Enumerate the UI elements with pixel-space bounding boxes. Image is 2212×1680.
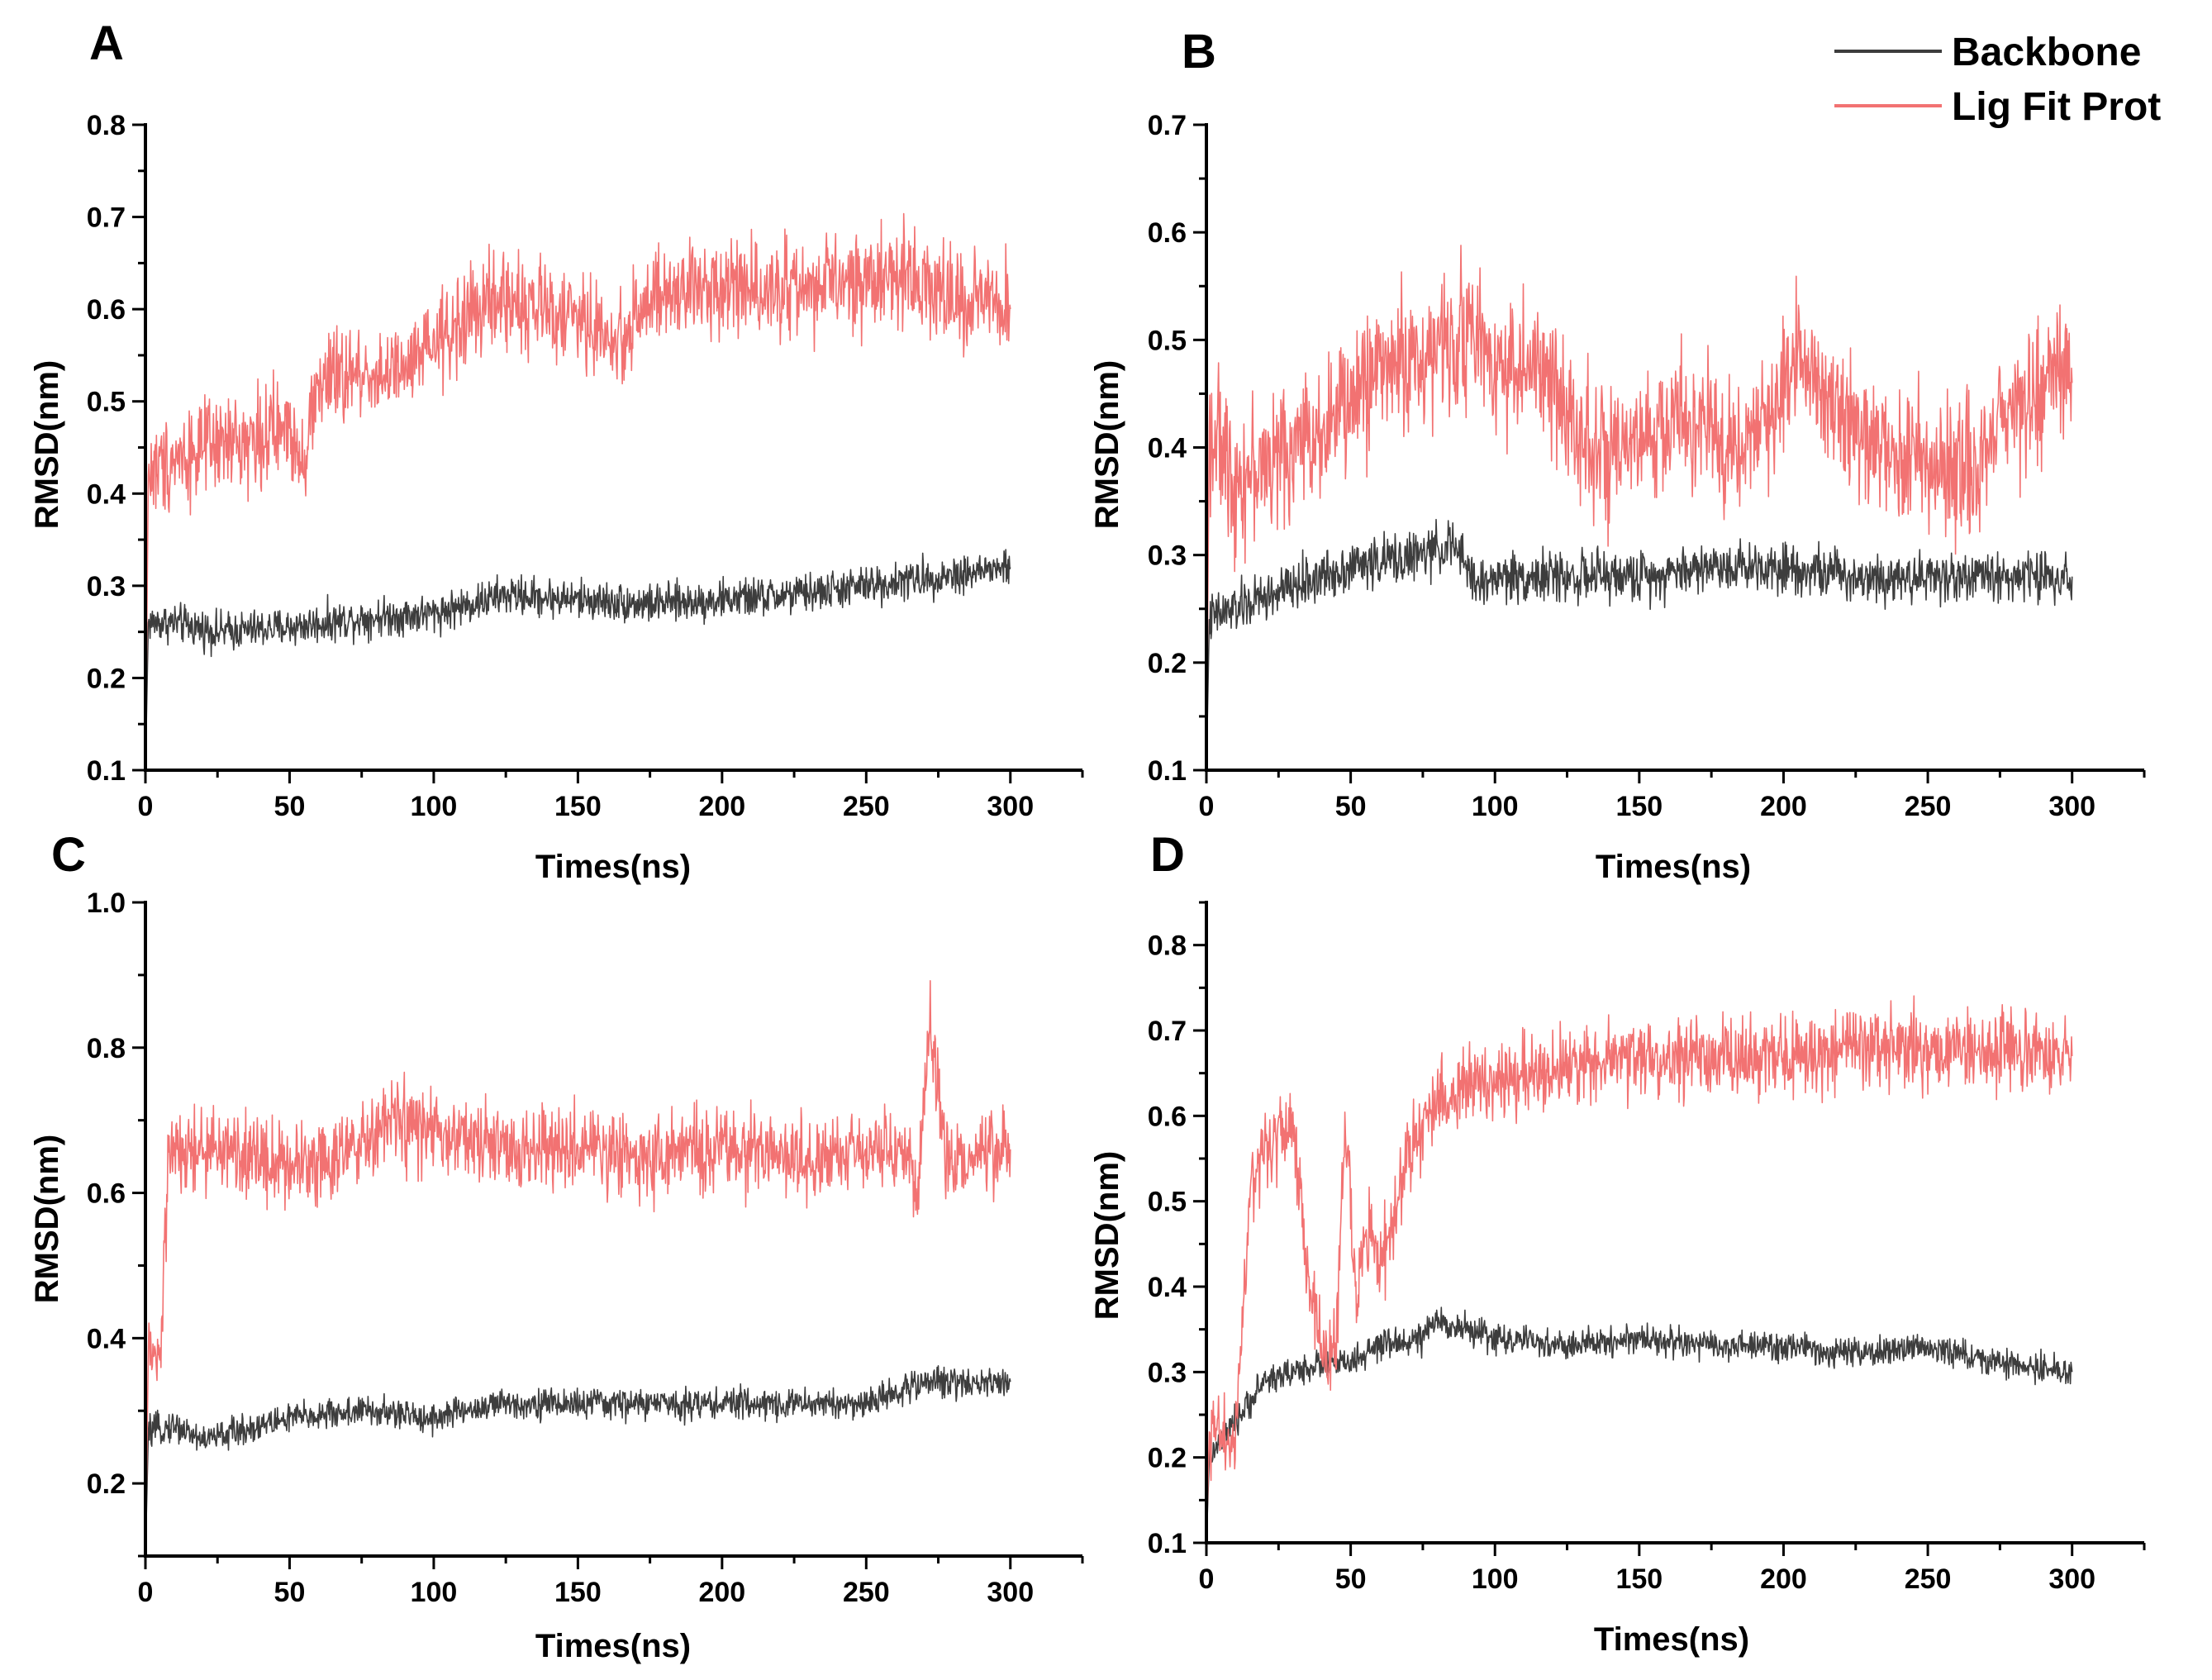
panel-a-y-tick-label: 0.2 xyxy=(87,663,126,694)
panel-c-y-tick-label: 1.0 xyxy=(87,888,126,919)
panel-c-x-tick-label: 0 xyxy=(138,1577,154,1608)
panel-c-y-tick-label: 0.4 xyxy=(87,1323,126,1354)
panel-b-x-tick-label: 0 xyxy=(1199,791,1215,822)
panel-a-y-tick-label: 0.8 xyxy=(87,110,126,141)
panel-a-x-tick-label: 100 xyxy=(411,791,458,822)
panel-c-x-tick-label: 250 xyxy=(843,1577,890,1608)
panel-c-letter: C xyxy=(51,828,86,882)
panel-b-x-tick-label: 250 xyxy=(1905,791,1952,822)
panel-c-x-tick-label: 200 xyxy=(698,1577,745,1608)
panel-a-plot: 0 50 100 150 200 250 300 0.1 0.2 0.3 0.4 0.5 0.6 0.7 0… xyxy=(87,110,1084,822)
panel-a-xlabel: Times(ns) xyxy=(535,849,691,885)
panel-b-series-lig-fit-prot xyxy=(1206,245,2073,771)
panel-d-x-tick-label: 0 xyxy=(1199,1563,1215,1595)
panel-d-x-tick-label: 150 xyxy=(1615,1563,1663,1595)
panel-b-y-tick-label: 0.4 xyxy=(1148,433,1187,464)
panel-b-x-tick-label: 200 xyxy=(1760,791,1807,822)
panel-b-xlabel: Times(ns) xyxy=(1596,849,1751,885)
panel-c-plot: 0 50 100 150 200 250 300 0.2 0.4 0.6 0.8 1.0 xyxy=(87,888,1084,1608)
panel-b-y-tick-label: 0.7 xyxy=(1148,110,1187,141)
panel-d-y-tick-label: 0.7 xyxy=(1148,1016,1187,1047)
panel-b-letter: B xyxy=(1182,25,1216,79)
panel-c-xlabel: Times(ns) xyxy=(535,1628,691,1664)
legend: Backbone Lig Fit Prot xyxy=(1834,31,2161,129)
panel-b-series-backbone xyxy=(1206,518,2073,771)
panel-d-x-tick-label: 200 xyxy=(1760,1563,1807,1595)
panel-d-y-tick-label: 0.5 xyxy=(1148,1187,1187,1218)
legend-label-backbone: Backbone xyxy=(1952,31,2141,74)
panel-b-x-tick-label: 300 xyxy=(2048,791,2095,822)
panel-c-y-tick-label: 0.2 xyxy=(87,1468,126,1500)
panel-b-y-tick-label: 0.1 xyxy=(1148,755,1187,787)
panel-d-y-tick-label: 0.8 xyxy=(1148,930,1187,962)
panel-a-y-tick-label: 0.4 xyxy=(87,478,126,510)
panel-d-letter: D xyxy=(1150,828,1185,882)
panel-c: C 0 50 100 150 200 250 300 0.2 0.4 0.6 0.8 1.0 Time… xyxy=(29,828,1084,1664)
panel-c-series-backbone xyxy=(145,1365,1011,1557)
panel-b-x-tick-label: 100 xyxy=(1472,791,1519,822)
panel-a-series-backbone xyxy=(145,549,1011,771)
panel-b-x-tick-label: 50 xyxy=(1335,791,1367,822)
panel-a-letter: A xyxy=(89,17,124,70)
legend-label-lig-fit-prot: Lig Fit Prot xyxy=(1952,85,2161,129)
panel-d-y-tick-label: 0.1 xyxy=(1148,1528,1187,1559)
panel-c-x-tick-label: 50 xyxy=(274,1577,306,1608)
panel-a-y-tick-label: 0.1 xyxy=(87,755,126,787)
panel-a-y-tick-label: 0.3 xyxy=(87,571,126,602)
panel-c-series-lig-fit-prot xyxy=(145,980,1011,1557)
panel-a-x-tick-label: 250 xyxy=(843,791,890,822)
panel-c-x-tick-label: 100 xyxy=(411,1577,458,1608)
panel-a-x-tick-label: 0 xyxy=(138,791,154,822)
panel-a-y-tick-label: 0.5 xyxy=(87,387,126,418)
panel-d-y-tick-label: 0.6 xyxy=(1148,1101,1187,1132)
panel-a: A 0 50 100 150 200 250 300 0.1 0.2 0.3 0.4 0.5 0.6 0.… xyxy=(29,17,1084,885)
panel-d-x-tick-label: 300 xyxy=(2048,1563,2095,1595)
panel-c-y-tick-label: 0.8 xyxy=(87,1033,126,1064)
panel-d: D 0 50 100 150 200 250 300 0.1 0.2 0.3 0.4 0.5 0.6 0.… xyxy=(1089,828,2146,1658)
panel-a-x-tick-label: 50 xyxy=(274,791,306,822)
panel-d-y-tick-label: 0.4 xyxy=(1148,1272,1187,1303)
panel-d-x-tick-label: 250 xyxy=(1905,1563,1952,1595)
panel-d-series-lig-fit-prot xyxy=(1206,995,2073,1544)
panel-c-x-tick-label: 300 xyxy=(987,1577,1034,1608)
panel-b-plot: 0 50 100 150 200 250 300 0.1 0.2 0.3 0.4 0.5 0.6 0.7 xyxy=(1148,110,2146,822)
panel-b-y-tick-label: 0.3 xyxy=(1148,540,1187,572)
panel-b-y-tick-label: 0.5 xyxy=(1148,325,1187,356)
panel-b-y-tick-label: 0.6 xyxy=(1148,217,1187,249)
panel-d-x-tick-label: 50 xyxy=(1335,1563,1367,1595)
panel-a-series-lig-fit-prot xyxy=(145,212,1011,771)
panel-a-x-tick-label: 150 xyxy=(554,791,602,822)
panel-d-x-tick-label: 100 xyxy=(1472,1563,1519,1595)
panel-b-ylabel: RMSD(nm) xyxy=(1089,360,1125,529)
panel-c-y-tick-label: 0.6 xyxy=(87,1178,126,1210)
panel-d-ylabel: RMSD(nm) xyxy=(1089,1151,1125,1320)
panel-a-x-tick-label: 300 xyxy=(987,791,1034,822)
panel-c-ylabel: RMSD(nm) xyxy=(29,1135,65,1303)
panel-a-y-tick-label: 0.6 xyxy=(87,294,126,326)
panel-d-y-tick-label: 0.3 xyxy=(1148,1357,1187,1388)
panel-d-plot: 0 50 100 150 200 250 300 0.1 0.2 0.3 0.4 0.5 0.6 0.7 0… xyxy=(1148,901,2146,1595)
panel-d-xlabel: Times(ns) xyxy=(1594,1621,1749,1658)
panel-b: B 0 50 100 150 200 250 300 0.1 0.2 0.3 0.4 0.5 0.6 0.… xyxy=(1089,25,2146,885)
panel-b-x-tick-label: 150 xyxy=(1615,791,1663,822)
panel-a-y-tick-label: 0.7 xyxy=(87,202,126,234)
panel-d-y-tick-label: 0.2 xyxy=(1148,1443,1187,1474)
panel-b-y-tick-label: 0.2 xyxy=(1148,648,1187,679)
panel-a-ylabel: RMSD(nm) xyxy=(29,360,65,529)
panel-a-x-tick-label: 200 xyxy=(698,791,745,822)
panel-c-x-tick-label: 150 xyxy=(554,1577,602,1608)
panel-d-series-backbone xyxy=(1206,1306,2073,1544)
